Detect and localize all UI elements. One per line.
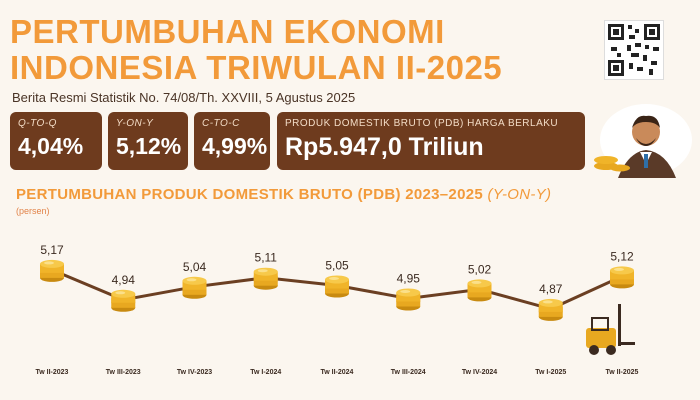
data-point <box>538 298 563 321</box>
stat-ctoc-value: 4,99% <box>202 133 268 159</box>
chart-title: PERTUMBUHAN PRODUK DOMESTIK BRUTO (PDB) … <box>16 186 551 203</box>
stat-qtoq-label: Q-TO-Q <box>18 118 57 129</box>
x-tick-label: Tw II-2023 <box>36 369 69 376</box>
data-label: 5,02 <box>468 262 492 276</box>
x-tick-label: Tw III-2023 <box>106 369 141 376</box>
x-tick-label: Tw I-2024 <box>250 369 281 376</box>
x-tick-label: Tw II-2024 <box>321 369 354 376</box>
stat-ctoc-label: C-TO-C <box>202 118 240 129</box>
data-label: 4,87 <box>539 282 563 296</box>
data-point <box>111 289 136 312</box>
stat-yony: Y-ON-Y 5,12% <box>108 112 188 170</box>
stat-yony-value: 5,12% <box>116 133 182 159</box>
title-line-2: INDONESIA TRIWULAN II-2025 <box>10 49 503 86</box>
x-tick-label: Tw I-2025 <box>535 369 566 376</box>
stat-ctoc: C-TO-C 4,99% <box>194 112 270 170</box>
stat-yony-label: Y-ON-Y <box>116 118 154 129</box>
x-tick-label: Tw IV-2023 <box>177 369 212 376</box>
x-tick-label: Tw II-2025 <box>606 369 639 376</box>
x-tick-label: Tw III-2024 <box>391 369 426 376</box>
businessman-icon <box>594 104 692 178</box>
stat-pdb: PRODUK DOMESTIK BRUTO (PDB) HARGA BERLAK… <box>277 112 585 170</box>
data-label: 5,05 <box>325 259 349 273</box>
data-point <box>40 259 64 282</box>
page-title: PERTUMBUHAN EKONOMI INDONESIA TRIWULAN I… <box>10 14 502 86</box>
stat-pdb-label: PRODUK DOMESTIK BRUTO (PDB) HARGA BERLAK… <box>285 118 559 129</box>
stat-pdb-value: Rp5.947,0 Triliun <box>285 133 484 161</box>
data-label: 4,94 <box>112 273 136 287</box>
data-label: 5,17 <box>40 243 64 257</box>
data-label: 5,12 <box>610 249 634 263</box>
data-point <box>182 276 207 299</box>
chart-title-suffix: (Y-ON-Y) <box>487 186 552 203</box>
data-label: 5,11 <box>255 251 278 265</box>
qr-code-icon[interactable] <box>604 20 664 80</box>
data-point <box>253 267 278 290</box>
stat-qtoq: Q-TO-Q 4,04% <box>10 112 102 170</box>
stat-qtoq-value: 4,04% <box>18 133 84 159</box>
release-info: Berita Resmi Statistik No. 74/08/Th. XXV… <box>12 90 356 105</box>
forklift-icon <box>586 304 635 355</box>
data-label: 5,04 <box>183 260 207 274</box>
data-point <box>396 288 421 311</box>
chart-title-main: PERTUMBUHAN PRODUK DOMESTIK BRUTO (PDB) … <box>16 186 483 203</box>
title-line-1: PERTUMBUHAN EKONOMI <box>10 13 445 50</box>
y-axis-unit: (persen) <box>16 206 50 216</box>
data-point <box>610 266 634 289</box>
data-point <box>467 279 492 302</box>
data-label: 4,95 <box>397 272 421 286</box>
x-tick-label: Tw IV-2024 <box>462 369 497 376</box>
data-point <box>325 275 349 298</box>
